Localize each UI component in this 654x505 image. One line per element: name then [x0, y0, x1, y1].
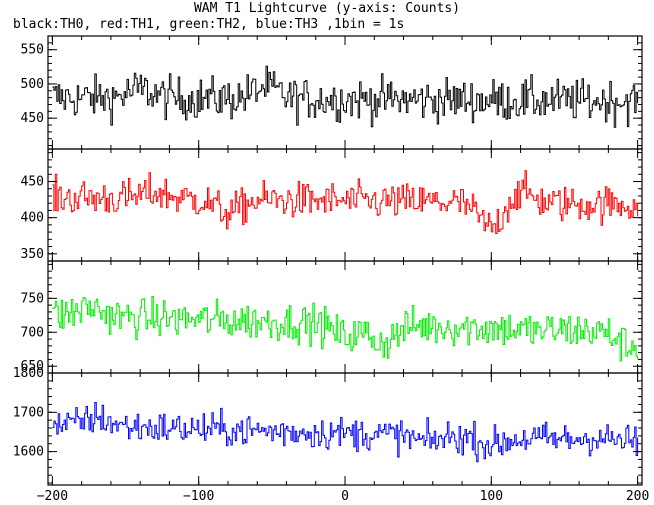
y-tick-label: 450 — [21, 175, 44, 190]
x-tick-label: 100 — [480, 489, 503, 504]
series-line-th3 — [52, 402, 639, 463]
series-line-th2 — [52, 296, 639, 362]
series-line-th0 — [52, 65, 639, 128]
y-tick-label: 1600 — [13, 445, 44, 460]
x-tick-label: −200 — [37, 489, 68, 504]
y-tick-label: 450 — [21, 111, 44, 126]
x-tick-label: −100 — [183, 489, 214, 504]
y-tick-label: 1700 — [13, 405, 44, 420]
y-tick-label: 700 — [21, 325, 44, 340]
y-tick-label: 750 — [21, 291, 44, 306]
y-tick-label: 350 — [21, 247, 44, 262]
x-tick-label: 0 — [341, 489, 349, 504]
x-tick-label: 200 — [626, 489, 649, 504]
y-tick-label: 500 — [21, 77, 44, 92]
chart-subtitle: black:TH0, red:TH1, green:TH2, blue:TH3 … — [13, 17, 405, 32]
y-tick-label: 1800 — [13, 366, 44, 381]
y-tick-label: 400 — [21, 211, 44, 226]
y-tick-label: 550 — [21, 43, 44, 58]
chart-title: WAM T1 Lightcurve (y-axis: Counts) — [193, 1, 461, 16]
series-line-th1 — [52, 170, 639, 234]
y-tick-label: 650 — [21, 359, 44, 374]
